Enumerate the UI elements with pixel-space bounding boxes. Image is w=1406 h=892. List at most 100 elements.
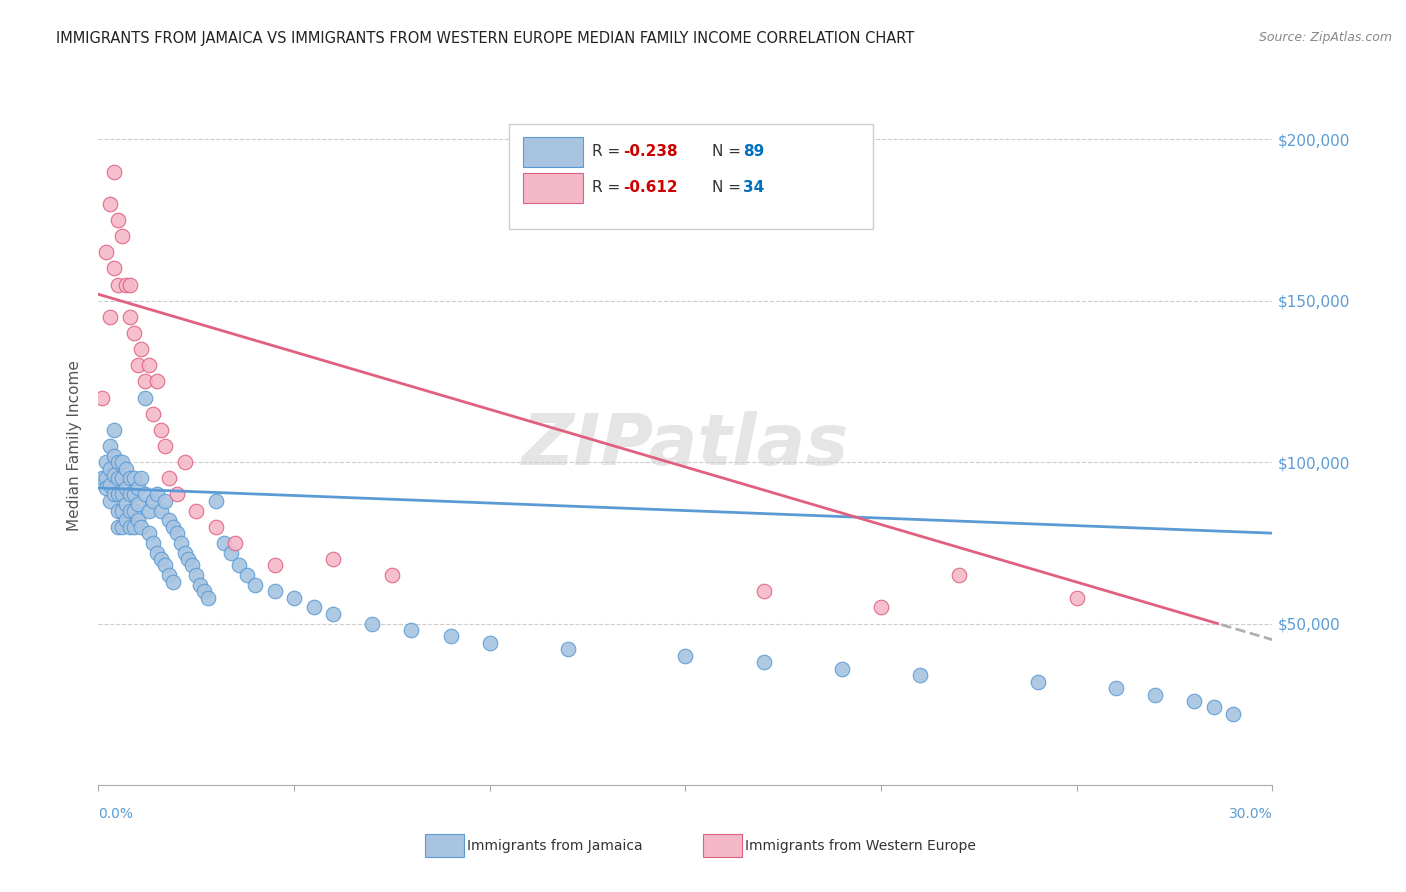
Point (118, 471, 141, 485)
Point (118, 310, 141, 324)
Point (1222, 706, 1244, 721)
FancyBboxPatch shape (509, 124, 873, 229)
Point (283, 591, 305, 605)
Point (107, 487, 129, 501)
Point (166, 526, 188, 541)
Point (103, 487, 125, 501)
FancyBboxPatch shape (523, 173, 583, 202)
Point (146, 375, 169, 389)
Text: -0.612: -0.612 (623, 179, 678, 194)
Point (111, 455, 134, 469)
Point (142, 407, 165, 421)
Point (103, 423, 125, 437)
Point (162, 574, 184, 589)
Text: -0.238: -0.238 (623, 144, 678, 159)
Point (96, 471, 118, 485)
Point (146, 487, 169, 501)
Point (224, 536, 246, 550)
Point (127, 513, 149, 527)
Text: R =: R = (592, 179, 624, 194)
Point (381, 568, 404, 582)
Text: R =: R = (592, 144, 624, 159)
Point (173, 545, 195, 559)
Point (162, 519, 184, 533)
Text: Immigrants from Western Europe: Immigrants from Western Europe (745, 838, 976, 853)
Point (142, 536, 165, 550)
Point (107, 471, 129, 485)
Point (236, 568, 259, 582)
Point (131, 471, 153, 485)
Point (107, 503, 129, 517)
Point (173, 455, 195, 469)
Point (111, 229, 134, 244)
Point (478, 636, 501, 650)
Point (157, 471, 180, 485)
Point (111, 503, 134, 517)
Point (111, 471, 134, 485)
Point (263, 584, 285, 599)
FancyBboxPatch shape (523, 136, 583, 167)
Point (166, 487, 188, 501)
Text: Immigrants from Jamaica: Immigrants from Jamaica (467, 838, 643, 853)
Point (153, 494, 176, 508)
Y-axis label: Median Family Income: Median Family Income (67, 360, 83, 532)
Point (302, 600, 325, 615)
Point (401, 623, 423, 637)
Point (177, 552, 200, 566)
Point (98, 197, 121, 211)
Text: Source: ZipAtlas.com: Source: ZipAtlas.com (1258, 31, 1392, 45)
Point (228, 558, 250, 573)
Point (361, 616, 384, 631)
Point (193, 584, 215, 599)
Point (127, 481, 149, 495)
Point (127, 359, 149, 373)
Point (752, 655, 775, 669)
Point (1182, 694, 1205, 708)
Point (111, 487, 134, 501)
Point (205, 494, 228, 508)
Point (948, 568, 970, 582)
Point (107, 213, 129, 227)
Point (142, 494, 165, 508)
Point (91, 471, 114, 485)
Point (118, 503, 141, 517)
Point (114, 481, 136, 495)
Point (322, 552, 344, 566)
Point (131, 519, 153, 533)
Point (98, 477, 121, 491)
Point (122, 487, 145, 501)
Point (98, 310, 121, 324)
Text: 34: 34 (742, 179, 765, 194)
Point (831, 662, 853, 676)
Point (1105, 681, 1128, 695)
Point (96, 481, 118, 495)
Point (111, 519, 134, 533)
Point (440, 630, 463, 644)
Point (205, 519, 228, 533)
Point (557, 642, 579, 657)
Point (107, 455, 129, 469)
Point (114, 513, 136, 527)
Point (134, 375, 156, 389)
Point (114, 497, 136, 511)
Point (98, 494, 121, 508)
Point (1202, 700, 1225, 714)
Point (1066, 591, 1088, 605)
Point (107, 277, 129, 292)
Point (188, 578, 211, 592)
Text: N =: N = (713, 144, 747, 159)
Point (122, 471, 145, 485)
Point (103, 468, 125, 483)
Point (243, 578, 266, 592)
Point (127, 497, 149, 511)
Point (118, 487, 141, 501)
Point (122, 519, 145, 533)
Point (1026, 674, 1049, 689)
Text: 30.0%: 30.0% (1229, 806, 1272, 821)
Point (98, 439, 121, 453)
Point (181, 558, 204, 573)
Point (221, 545, 243, 559)
Point (118, 519, 141, 533)
Point (675, 648, 697, 663)
Point (157, 568, 180, 582)
